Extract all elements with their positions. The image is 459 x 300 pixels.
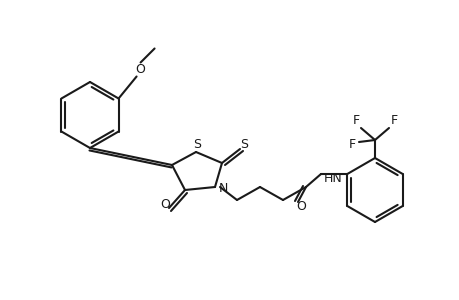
Text: F: F [347,137,355,151]
Text: S: S [193,137,201,151]
Text: O: O [135,63,145,76]
Text: N: N [218,182,227,196]
Text: O: O [296,200,305,214]
Text: HN: HN [323,172,342,185]
Text: F: F [352,115,359,128]
Text: F: F [390,115,397,128]
Text: O: O [160,199,169,212]
Text: S: S [240,139,247,152]
